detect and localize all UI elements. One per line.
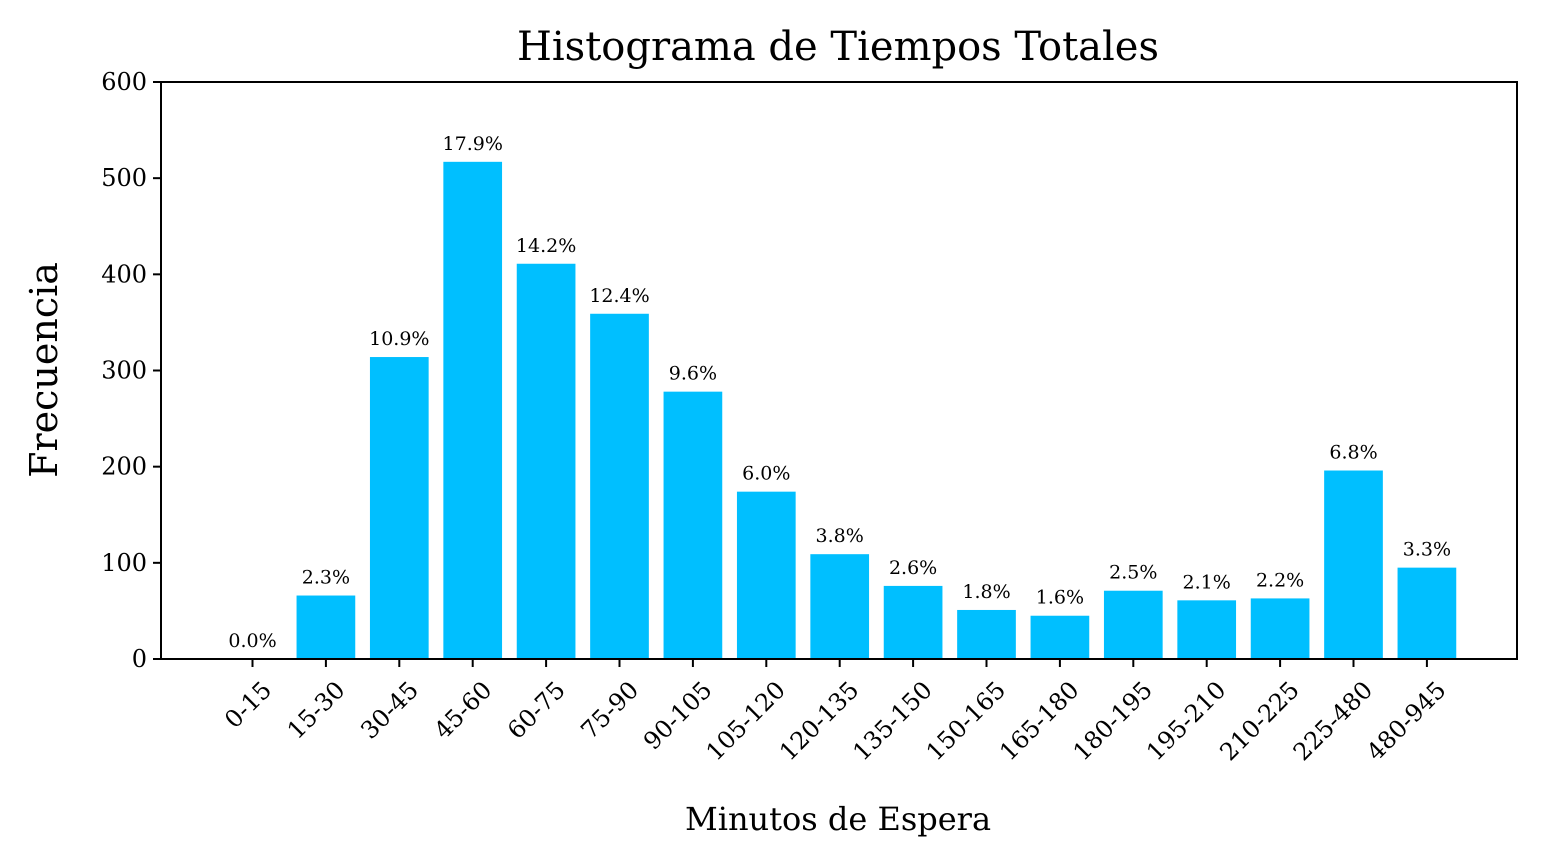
data-label-120-135: 3.8%	[816, 525, 864, 547]
bar-195-210	[1177, 600, 1237, 659]
x-tick-label-60-75: 60-75	[502, 676, 571, 745]
x-tick-label-30-45: 30-45	[355, 676, 424, 745]
x-tick-label-135-150: 135-150	[847, 676, 937, 766]
x-tick-label-225-480: 225-480	[1288, 676, 1378, 766]
bar-75-90	[590, 313, 649, 659]
bar-120-135	[810, 554, 870, 659]
data-label-105-120: 6.0%	[742, 463, 790, 485]
y-tick-label: 300	[101, 357, 147, 385]
bar-165-180	[1030, 615, 1090, 659]
data-label-90-105: 9.6%	[669, 363, 717, 385]
bar-180-195	[1103, 590, 1163, 659]
bar-105-120	[736, 491, 796, 659]
bar-135-150	[883, 585, 943, 659]
x-tick-label-15-30: 15-30	[282, 676, 351, 745]
bar-210-225	[1250, 598, 1310, 659]
data-label-180-195: 2.5%	[1109, 562, 1157, 584]
x-tick-label-180-195: 180-195	[1068, 676, 1158, 766]
x-tick-label-45-60: 45-60	[429, 676, 498, 745]
x-tick-label-0-15: 0-15	[219, 676, 277, 734]
x-tick-label-75-90: 75-90	[575, 676, 644, 745]
y-axis-label: Frecuencia	[22, 262, 66, 478]
data-label-60-75: 14.2%	[516, 235, 576, 257]
y-axis-ticks: 0 100 200 300 400 500 600	[101, 68, 161, 673]
y-tick-label: 400	[101, 260, 147, 288]
x-tick-label-105-120: 105-120	[701, 676, 791, 766]
x-tick-label-165-180: 165-180	[994, 676, 1084, 766]
data-label-45-60: 17.9%	[443, 133, 503, 155]
bar-15-30	[296, 595, 356, 659]
data-label-195-210: 2.1%	[1183, 571, 1231, 593]
data-label-225-480: 6.8%	[1329, 442, 1377, 464]
y-tick-label: 600	[101, 68, 147, 96]
data-label-210-225: 2.2%	[1256, 569, 1304, 591]
data-label-75-90: 12.4%	[589, 285, 649, 307]
data-label-135-150: 2.6%	[889, 557, 937, 579]
x-tick-label-120-135: 120-135	[774, 676, 864, 766]
data-labels-group: 0.0% 2.3% 10.9% 17.9% 14.2% 12.4% 9.6% 6.0% 3.8%…	[228, 133, 1451, 652]
x-tick-label-195-210: 195-210	[1141, 676, 1231, 766]
x-axis-ticks: 0-15 15-30 30-45 45-60 60-75 75-9090-105105-1…	[219, 659, 1452, 766]
x-tick-label-210-225: 210-225	[1214, 676, 1304, 766]
x-axis-label: Minutos de Espera	[685, 800, 991, 838]
y-tick-label: 100	[101, 549, 147, 577]
bar-30-45	[369, 357, 429, 659]
data-label-480-945: 3.3%	[1403, 539, 1451, 561]
data-label-150-165: 1.8%	[962, 581, 1010, 603]
bar-480-945	[1397, 567, 1457, 659]
plot-frame	[160, 81, 1518, 660]
x-tick-label-480-945: 480-945	[1361, 676, 1451, 766]
data-label-0-15: 0.0%	[228, 630, 276, 652]
bar-60-75	[516, 263, 576, 659]
data-label-15-30: 2.3%	[302, 567, 350, 589]
bar-45-60	[443, 161, 503, 659]
bar-90-105	[663, 391, 723, 659]
data-label-165-180: 1.6%	[1036, 587, 1084, 609]
y-tick-label: 200	[101, 453, 147, 481]
data-label-30-45: 10.9%	[369, 328, 429, 350]
chart-title: Histograma de Tiempos Totales	[517, 24, 1159, 70]
bar-225-480	[1324, 470, 1383, 659]
y-tick-label: 0	[132, 645, 147, 673]
x-tick-label-150-165: 150-165	[921, 676, 1011, 766]
bars-group	[296, 161, 1457, 659]
bar-150-165	[957, 609, 1016, 659]
y-tick-label: 500	[101, 164, 147, 192]
